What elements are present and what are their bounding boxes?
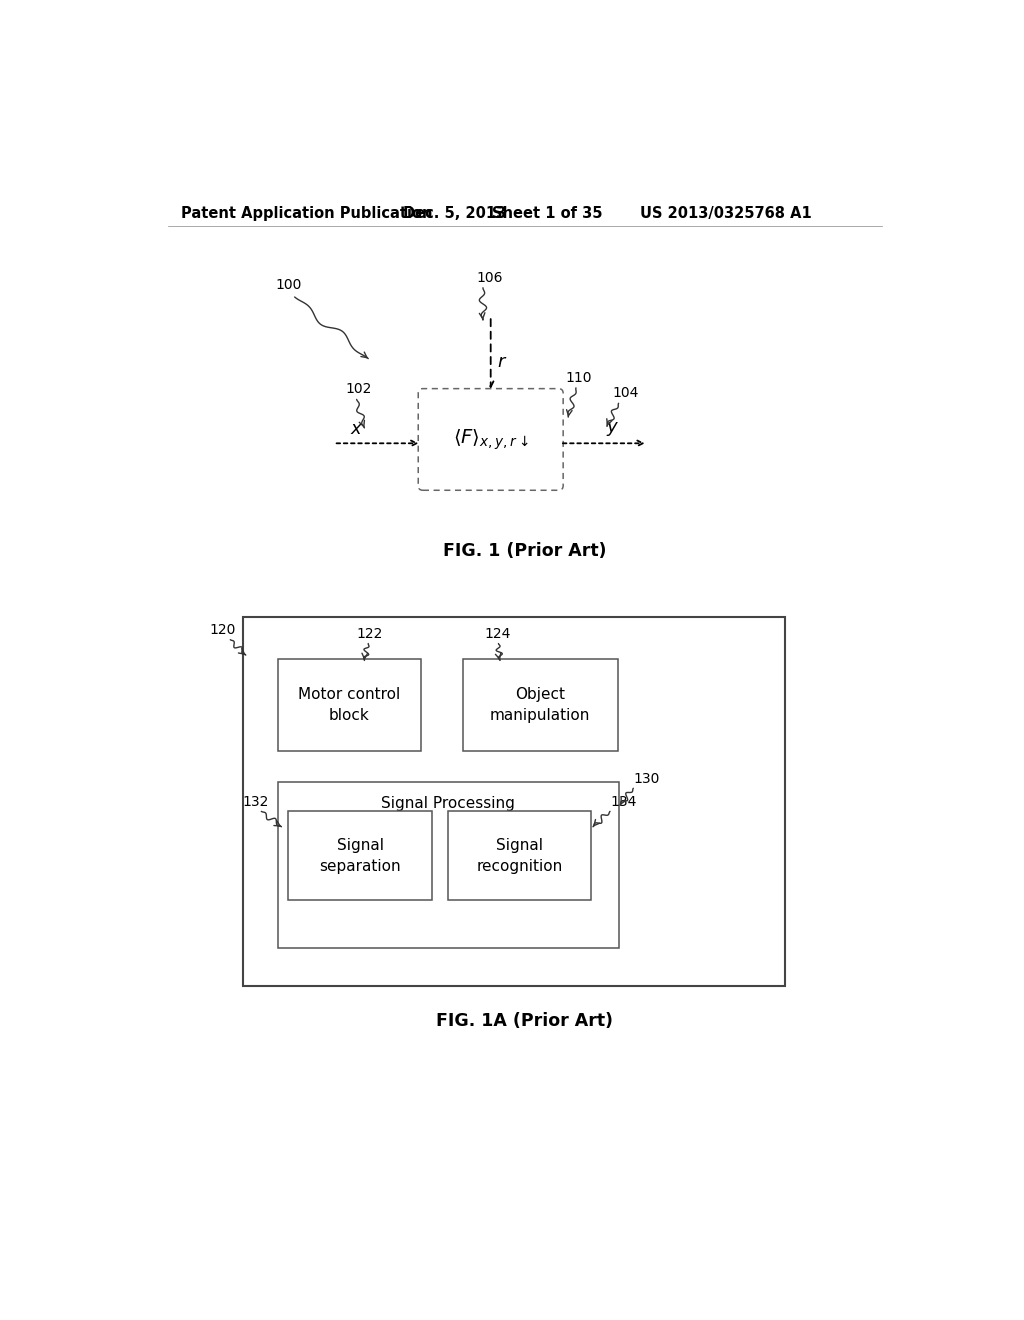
Text: Signal
separation: Signal separation <box>319 838 401 874</box>
Text: US 2013/0325768 A1: US 2013/0325768 A1 <box>640 206 811 222</box>
Text: 134: 134 <box>610 795 637 809</box>
Text: 120: 120 <box>209 623 236 636</box>
Bar <box>289 812 432 900</box>
Text: $\langle F \rangle_{x,y,r\downarrow}$: $\langle F \rangle_{x,y,r\downarrow}$ <box>453 428 528 451</box>
Text: $x$: $x$ <box>350 421 364 438</box>
Text: 106: 106 <box>477 271 503 285</box>
Bar <box>449 812 592 900</box>
Bar <box>278 659 421 751</box>
Text: Sheet 1 of 35: Sheet 1 of 35 <box>493 206 603 222</box>
Text: Signal
recognition: Signal recognition <box>476 838 563 874</box>
Text: $r$: $r$ <box>497 354 507 371</box>
Text: 104: 104 <box>612 387 639 400</box>
Text: Signal Processing: Signal Processing <box>381 796 515 812</box>
Text: FIG. 1 (Prior Art): FIG. 1 (Prior Art) <box>443 543 606 560</box>
Text: Dec. 5, 2013: Dec. 5, 2013 <box>403 206 507 222</box>
Text: 100: 100 <box>275 279 302 293</box>
Text: 124: 124 <box>484 627 511 642</box>
Bar <box>463 659 617 751</box>
Text: Motor control
block: Motor control block <box>298 688 400 723</box>
Text: $y$: $y$ <box>606 421 620 438</box>
Text: Object
manipulation: Object manipulation <box>490 688 591 723</box>
Text: 102: 102 <box>345 383 372 396</box>
Text: FIG. 1A (Prior Art): FIG. 1A (Prior Art) <box>436 1012 613 1030</box>
FancyBboxPatch shape <box>418 388 563 490</box>
Text: Patent Application Publication: Patent Application Publication <box>180 206 432 222</box>
Bar <box>243 616 785 986</box>
Text: 122: 122 <box>356 627 383 642</box>
Bar <box>278 781 618 948</box>
Text: 132: 132 <box>243 795 269 809</box>
Text: 130: 130 <box>633 772 659 785</box>
Text: 110: 110 <box>566 371 592 385</box>
